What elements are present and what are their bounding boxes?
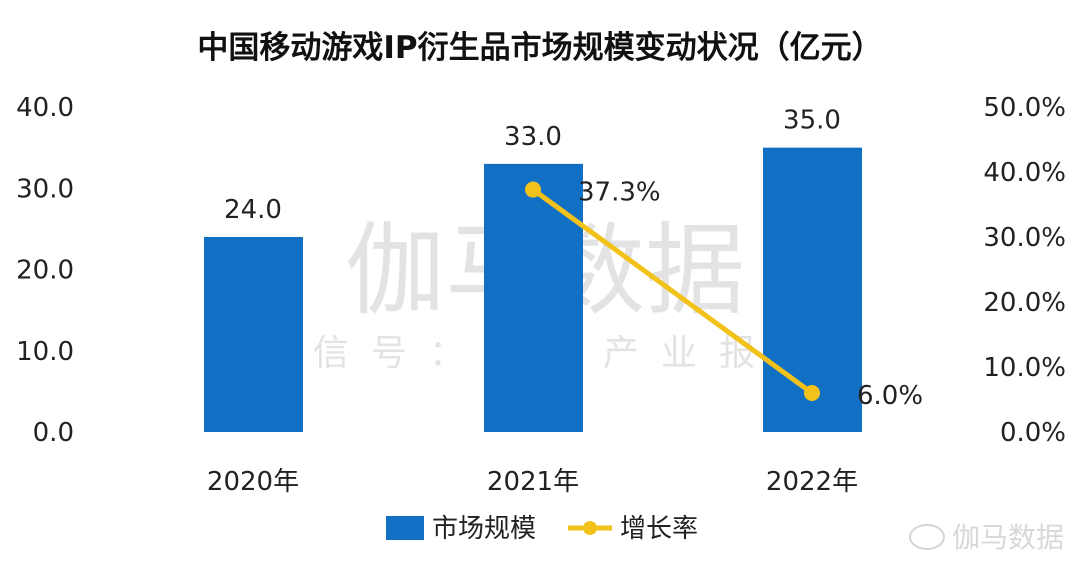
legend-marker-line [583,521,597,535]
legend: 市场规模 增长率 [386,514,698,544]
left-tick-label: 20.0 [16,256,74,286]
bar-value-label: 24.0 [224,195,282,225]
growth-rate-point [525,181,541,198]
growth-rate-line [531,187,814,396]
weibo-icon [909,524,945,550]
growth-rate-label: 37.3% [578,178,661,208]
legend-label-bar: 市场规模 [432,514,536,544]
x-tick-label: 2020年 [207,467,299,497]
right-tick-label: 40.0% [983,158,1066,188]
growth-rate-point [804,385,820,401]
left-tick-label: 0.0 [33,418,74,448]
x-tick-label: 2022年 [766,467,858,497]
bar-2020年 [204,237,303,432]
bar-value-label: 35.0 [783,106,841,136]
right-tick-label: 0.0% [1000,418,1066,448]
legend-swatch-bar [386,516,424,540]
bar-2021年 [484,163,583,432]
right-tick-label: 20.0% [983,288,1066,318]
chart-title: 中国移动游戏IP衍生品市场规模变动状况（亿元） [197,30,882,66]
legend-label-line: 增长率 [620,514,698,544]
bar-2022年 [763,147,862,432]
corner-watermark: 伽马数据 [909,521,1064,554]
left-tick-label: 40.0 [16,93,74,123]
left-tick-label: 10.0 [16,337,74,367]
growth-rate-label: 6.0% [857,381,923,411]
right-tick-label: 10.0% [983,353,1066,383]
x-tick-label: 2021年 [487,467,579,497]
corner-watermark-text: 伽马数据 [952,521,1064,554]
right-tick-label: 30.0% [983,223,1066,253]
left-tick-label: 30.0 [16,174,74,204]
bar-value-label: 33.0 [504,122,562,152]
right-tick-label: 50.0% [983,93,1066,123]
